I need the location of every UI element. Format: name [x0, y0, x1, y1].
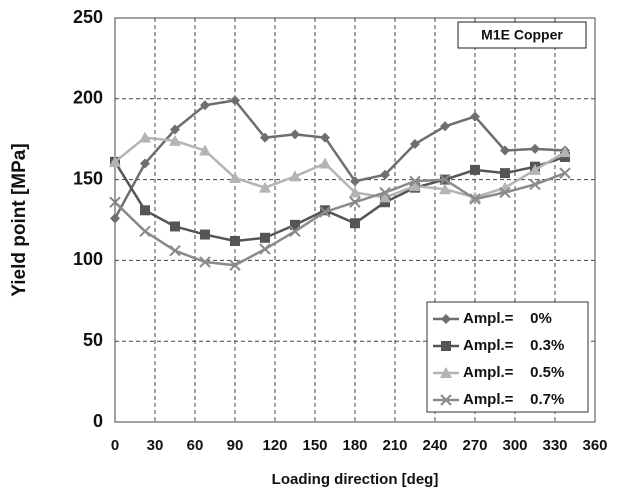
marker	[350, 218, 360, 229]
x-tick-label: 330	[542, 437, 567, 454]
marker	[559, 167, 571, 179]
x-tick-label: 0	[111, 437, 119, 454]
y-axis-label: Yield point [MPa]	[9, 143, 30, 296]
marker	[290, 129, 300, 140]
marker	[230, 95, 240, 106]
x-tick-label: 180	[342, 437, 367, 454]
series-line	[114, 171, 566, 267]
series-line	[113, 99, 566, 219]
marker	[139, 131, 151, 143]
marker	[319, 157, 331, 169]
legend-label: Ampl.= 0%	[463, 310, 552, 327]
y-tick-label: 50	[83, 330, 103, 350]
marker	[530, 143, 540, 154]
marker	[259, 243, 271, 255]
y-tick-label: 150	[73, 168, 103, 188]
marker	[109, 196, 121, 208]
legend: Ampl.= 0% Ampl.= 0.3% Ampl.= 0.5% Ampl.= 0.…	[426, 301, 589, 413]
marker	[349, 186, 361, 198]
marker	[259, 181, 271, 193]
marker	[289, 225, 301, 238]
marker	[170, 221, 180, 232]
marker	[529, 163, 541, 175]
marker	[499, 186, 511, 199]
marker	[409, 180, 421, 192]
marker	[470, 164, 480, 175]
marker	[109, 155, 121, 167]
marker	[199, 256, 211, 268]
marker	[170, 124, 180, 135]
marker	[349, 196, 361, 208]
marker	[409, 175, 421, 187]
marker	[469, 193, 481, 205]
legend-marker	[441, 314, 451, 324]
legend-marker	[441, 341, 451, 351]
x-tick-label: 30	[147, 437, 164, 454]
x-axis-label: Loading direction [deg]	[272, 471, 439, 488]
series-line	[114, 136, 566, 199]
marker	[559, 146, 571, 158]
marker	[290, 219, 300, 230]
x-tick-label: 60	[187, 437, 204, 454]
annotation: M1E Copper	[481, 27, 563, 43]
marker	[260, 232, 270, 243]
marker	[229, 171, 241, 183]
marker	[379, 191, 391, 203]
marker	[320, 205, 330, 216]
marker	[200, 100, 210, 111]
marker	[169, 244, 181, 257]
x-tick-label: 240	[422, 437, 447, 454]
marker	[410, 139, 420, 150]
x-tick-label: 150	[302, 437, 327, 454]
x-tick-label: 300	[502, 437, 527, 454]
marker	[500, 145, 510, 156]
marker	[140, 205, 150, 216]
x-tick-label: 210	[382, 437, 407, 454]
marker	[289, 170, 301, 182]
legend-label: Ampl.= 0.3%	[463, 337, 564, 354]
legend-label: Ampl.= 0.7%	[463, 391, 564, 408]
marker	[169, 134, 181, 146]
marker	[200, 229, 210, 240]
marker	[139, 225, 151, 238]
marker	[439, 183, 451, 195]
y-tick-label: 250	[73, 7, 103, 27]
marker	[199, 144, 211, 156]
marker	[529, 178, 541, 191]
x-tick-label: 120	[262, 437, 287, 454]
marker	[260, 132, 270, 143]
annotation-box	[457, 21, 587, 49]
marker	[379, 186, 391, 199]
x-tick-label: 270	[462, 437, 487, 454]
marker	[350, 176, 360, 187]
marker	[469, 191, 481, 203]
marker	[440, 121, 450, 132]
marker	[500, 168, 510, 179]
y-tick-label: 100	[73, 249, 103, 269]
legend-marker	[440, 394, 452, 406]
y-tick-label: 0	[93, 411, 103, 431]
marker	[470, 111, 480, 122]
marker	[140, 158, 150, 169]
legend-label: Ampl.= 0.5%	[463, 364, 564, 381]
x-tick-label: 90	[227, 437, 244, 454]
legend-marker	[440, 367, 452, 378]
marker	[320, 132, 330, 143]
marker	[230, 236, 240, 247]
series-line	[113, 155, 566, 243]
x-tick-label: 360	[582, 437, 607, 454]
y-tick-label: 200	[73, 88, 103, 108]
marker	[229, 259, 241, 271]
marker	[319, 206, 331, 218]
marker	[110, 213, 120, 224]
marker	[439, 173, 451, 186]
legend-box	[426, 301, 589, 413]
marker	[380, 169, 390, 180]
